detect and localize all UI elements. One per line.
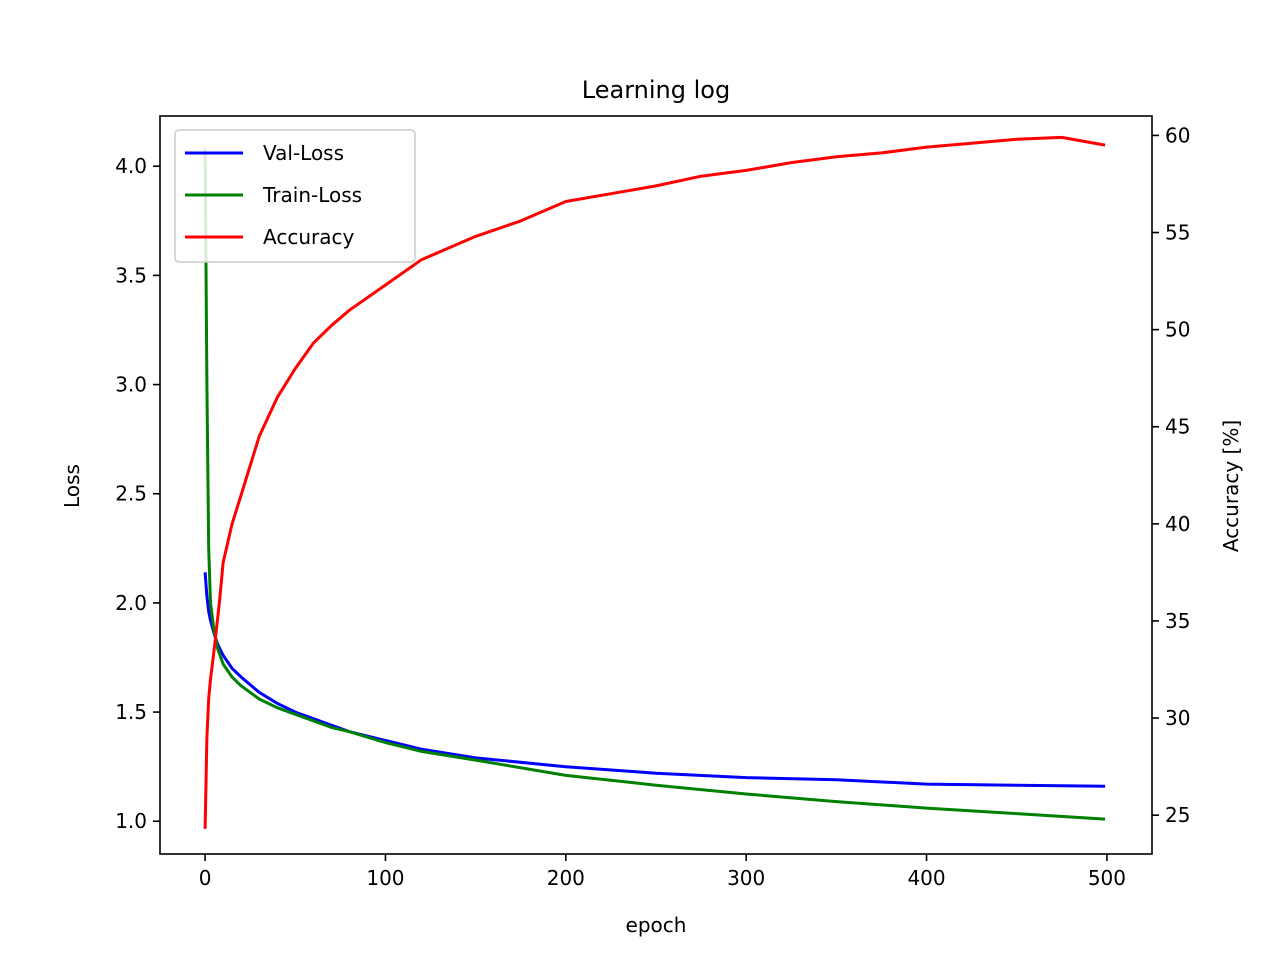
x-tick-label: 500 <box>1088 866 1126 890</box>
x-tick-label: 300 <box>727 866 765 890</box>
y-axis-left: 1.0 1.5 2.0 2.5 3.0 3.5 4.0 <box>115 154 160 833</box>
y-left-tick-label: 2.0 <box>115 591 147 615</box>
legend-box <box>174 129 416 263</box>
y-left-tick-label: 3.5 <box>115 263 147 287</box>
y-right-tick-label: 30 <box>1165 706 1190 730</box>
x-tick-label: 0 <box>199 866 212 890</box>
legend: Val-Loss Train-Loss Accuracy <box>174 129 416 263</box>
y-left-tick-label: 4.0 <box>115 154 147 178</box>
y-right-tick-label: 60 <box>1165 123 1190 147</box>
legend-label-val-loss: Val-Loss <box>263 141 344 165</box>
series-layer <box>203 135 1106 829</box>
y-right-tick-label: 35 <box>1165 609 1190 633</box>
chart-title: Learning log <box>582 76 730 104</box>
y-right-tick-label: 40 <box>1165 512 1190 536</box>
x-tick-label: 400 <box>907 866 945 890</box>
series-line-accuracy <box>203 135 1106 829</box>
legend-label-train-loss: Train-Loss <box>262 183 362 207</box>
y-left-tick-label: 1.0 <box>115 809 147 833</box>
legend-label-accuracy: Accuracy <box>263 225 354 249</box>
series-line-train-loss <box>203 148 1106 821</box>
x-tick-label: 200 <box>547 866 585 890</box>
y-right-tick-label: 45 <box>1165 415 1190 439</box>
y-left-tick-label: 1.5 <box>115 700 147 724</box>
y-right-tick-label: 50 <box>1165 318 1190 342</box>
y-axis-right-title: Accuracy [%] <box>1219 420 1243 552</box>
x-tick-label: 100 <box>366 866 404 890</box>
y-left-tick-label: 2.5 <box>115 482 147 506</box>
plot-frame <box>159 115 1153 855</box>
y-right-tick-label: 55 <box>1165 221 1190 245</box>
plot-area <box>159 115 1153 855</box>
y-axis-left-title: Loss <box>60 464 84 508</box>
x-axis: 0 100 200 300 400 500 <box>199 854 1126 890</box>
y-axis-right: 25 30 35 40 45 50 55 60 <box>1152 123 1190 827</box>
y-left-tick-label: 3.0 <box>115 373 147 397</box>
y-right-tick-label: 25 <box>1165 803 1190 827</box>
x-axis-title: epoch <box>626 913 687 937</box>
